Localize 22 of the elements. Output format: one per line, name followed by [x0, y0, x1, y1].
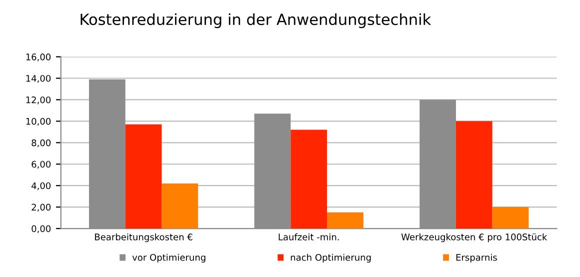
- x-tick-label: Bearbeitungskosten €: [95, 233, 192, 242]
- legend-label: nach Optimierung: [290, 254, 371, 263]
- bar: [125, 124, 162, 229]
- y-tick-label: 0,00: [32, 225, 51, 234]
- bar: [492, 207, 529, 229]
- y-tick-label: 4,00: [32, 182, 51, 190]
- bar: [290, 130, 328, 229]
- chart-title: Kostenreduzierung in der Anwendungstechnik: [80, 13, 432, 28]
- legend-label: vor Optimierung: [132, 254, 206, 263]
- bar: [327, 212, 364, 229]
- y-tick-label: 10,00: [26, 118, 51, 126]
- y-tick-label: 8,00: [32, 139, 51, 148]
- bar: [162, 183, 198, 229]
- y-tick-label: 6,00: [32, 160, 51, 169]
- y-tick-label: 12,00: [26, 96, 51, 104]
- y-tick-label: 2,00: [32, 204, 51, 212]
- x-tick-label: Laufzeit -min.: [278, 233, 339, 240]
- y-tick-label: 14,00: [26, 74, 51, 83]
- x-tick-label: Werkzeugkosten € pro 100Stück: [401, 233, 548, 242]
- legend-label: Ersparnis: [456, 254, 497, 263]
- bar: [456, 121, 492, 229]
- y-tick-label: 16,00: [26, 54, 51, 62]
